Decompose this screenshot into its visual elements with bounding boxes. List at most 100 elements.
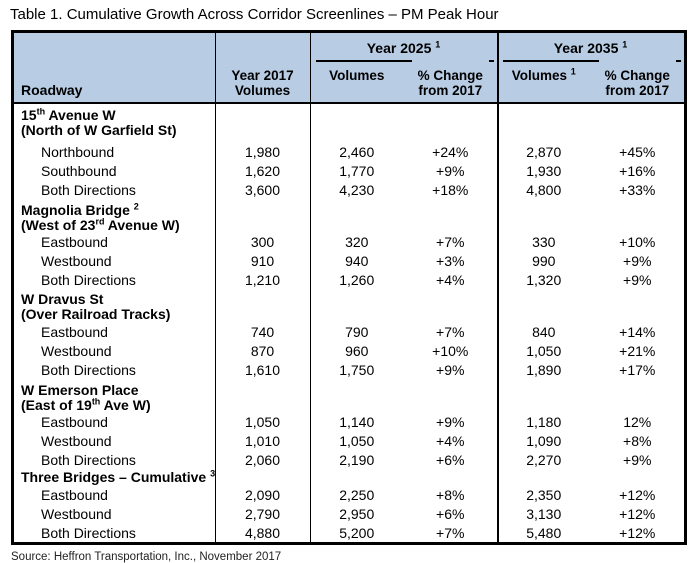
footnote-ref: 2 (133, 201, 139, 212)
superscript: th (36, 106, 46, 117)
cell-2035-change: +9% (623, 252, 652, 269)
roadway-location: (Over Railroad Tracks) (21, 305, 171, 322)
cell-2025-change: +3% (436, 252, 465, 269)
cell-2025-change: +18% (432, 181, 469, 198)
table-row: Both Directions 1,210 1,260 +4% 1,320 +9% (14, 270, 684, 289)
cell-2035-volume: 2,350 (526, 486, 562, 503)
cell-2017-volume: 2,060 (244, 451, 281, 468)
cell-2035-change: +12% (619, 505, 656, 522)
column-divider (310, 33, 311, 542)
header-2025-pct-change: % Change from 2017 (417, 68, 483, 98)
table-row: Both Directions 3,600 4,230 +18% 4,800 +33% (14, 180, 684, 199)
direction-label: Westbound (41, 252, 112, 269)
header-2025-volumes: Volumes (329, 68, 385, 83)
cell-2025-change: +4% (436, 271, 465, 288)
cell-2035-change: +8% (623, 432, 652, 449)
cell-2025-change: +6% (436, 505, 465, 522)
cell-2017-volume: 740 (250, 323, 275, 340)
cell-2035-change: 12% (623, 413, 652, 430)
roadway-heading: W Dravus St (Over Railroad Tracks) (14, 288, 684, 322)
direction-label: Westbound (41, 342, 112, 359)
cell-2017-volume: 870 (250, 342, 275, 359)
cell-2025-change: +7% (436, 323, 465, 340)
cell-2025-volume: 2,190 (339, 451, 375, 468)
cell-2035-change: +17% (619, 361, 656, 378)
cell-2035-volume: 1,320 (526, 271, 562, 288)
cell-2035-change: +10% (619, 233, 656, 250)
cell-2025-volume: 2,950 (339, 505, 375, 522)
cell-2035-volume: 990 (532, 252, 556, 269)
header-roadway: Roadway (21, 82, 83, 98)
direction-label: Southbound (41, 162, 117, 179)
cell-2017-volume: 1,610 (244, 361, 281, 378)
cell-2035-volume: 2,270 (526, 451, 562, 468)
superscript: rd (95, 215, 105, 226)
roadway-name: W Dravus St (21, 291, 104, 307)
cell-2017-volume: 1,010 (244, 432, 281, 449)
roadway-name: 15th Avenue W (21, 106, 116, 123)
cell-2025-volume: 5,200 (339, 524, 375, 541)
table-row: Westbound 2,790 2,950 +6% 3,130 +12% (14, 504, 684, 523)
direction-label: Northbound (41, 143, 115, 160)
direction-label: Eastbound (41, 413, 108, 430)
header-year2035-label: Year 2035 1 (553, 39, 628, 56)
cell-2035-volume: 840 (532, 323, 556, 340)
cell-2025-change: +8% (436, 486, 465, 503)
cell-2035-volume: 1,050 (526, 342, 562, 359)
cell-2025-change: +9% (436, 361, 465, 378)
column-divider (215, 33, 216, 542)
cell-2025-change: +6% (436, 451, 465, 468)
table-title: Table 1. Cumulative Growth Across Corrid… (10, 6, 499, 23)
direction-label: Both Directions (41, 271, 136, 288)
cell-2025-change: +4% (436, 432, 465, 449)
column-divider (497, 33, 499, 542)
cell-2017-volume: 1,980 (244, 143, 281, 160)
direction-label: Westbound (41, 505, 112, 522)
cell-2025-volume: 1,050 (339, 432, 375, 449)
source-note: Source: Heffron Transportation, Inc., No… (11, 551, 282, 563)
section-magnolia-bridge: Magnolia Bridge 2 (West of 23rd Avenue W… (14, 199, 684, 288)
cell-2017-volume: 2,790 (244, 505, 281, 522)
cell-2025-volume: 2,250 (339, 486, 375, 503)
cell-2035-volume: 1,890 (526, 361, 562, 378)
table-row: Westbound 870 960 +10% 1,050 +21% (14, 341, 684, 360)
header-2035-pct-change: % Change from 2017 (604, 68, 670, 98)
direction-label: Both Directions (41, 181, 136, 198)
data-table: Roadway Year 2017 Volumes Year 2025 1 Vo… (11, 30, 687, 545)
cell-2035-change: +12% (619, 486, 656, 503)
section-w-emerson-place: W Emerson Place (East of 19th Ave W) Eas… (14, 379, 684, 468)
cell-2025-volume: 940 (345, 252, 369, 269)
header-underline (316, 60, 412, 62)
roadway-heading: Magnolia Bridge 2 (West of 23rd Avenue W… (14, 199, 684, 232)
cell-2035-change: +21% (619, 342, 656, 359)
header-year2025-label: Year 2025 1 (366, 39, 441, 56)
cell-2035-volume: 1,180 (526, 413, 562, 430)
header-underline-dash (676, 60, 681, 62)
footnote-ref: 1 (570, 66, 576, 77)
roadway-location: (North of W Garfield St) (21, 121, 177, 138)
roadway-heading: W Emerson Place (East of 19th Ave W) (14, 379, 684, 412)
cell-2025-volume: 790 (345, 323, 369, 340)
header-year2035-group: Year 2035 1 Volumes 1 % Change from 2017 (497, 33, 684, 102)
roadway-location: (East of 19th Ave W) (21, 395, 151, 413)
cell-2035-change: +16% (619, 162, 656, 179)
cell-2025-volume: 1,260 (339, 271, 375, 288)
table-row: Eastbound 740 790 +7% 840 +14% (14, 322, 684, 341)
cell-2035-change: +14% (619, 323, 656, 340)
table-row: Eastbound 1,050 1,140 +9% 1,180 12% (14, 412, 684, 431)
table-row: Both Directions 1,610 1,750 +9% 1,890 +17% (14, 360, 684, 379)
cell-2025-volume: 960 (345, 342, 369, 359)
section-three-bridges-cumulative: Three Bridges – Cumulative 3 Eastbound 2,… (14, 466, 684, 542)
header-underline-dash (489, 60, 494, 62)
cell-2035-volume: 1,930 (526, 162, 562, 179)
cell-2035-change: +33% (619, 181, 656, 198)
cell-2025-volume: 2,460 (339, 143, 375, 160)
cell-2035-volume: 4,800 (526, 181, 562, 198)
direction-label: Both Directions (41, 451, 136, 468)
footnote-ref: 1 (622, 39, 628, 50)
footnote-ref: 3 (210, 468, 216, 479)
cell-2025-volume: 320 (345, 233, 369, 250)
cell-2017-volume: 4,880 (244, 524, 281, 541)
footnote-ref: 1 (435, 39, 441, 50)
table-row: Westbound 910 940 +3% 990 +9% (14, 251, 684, 270)
